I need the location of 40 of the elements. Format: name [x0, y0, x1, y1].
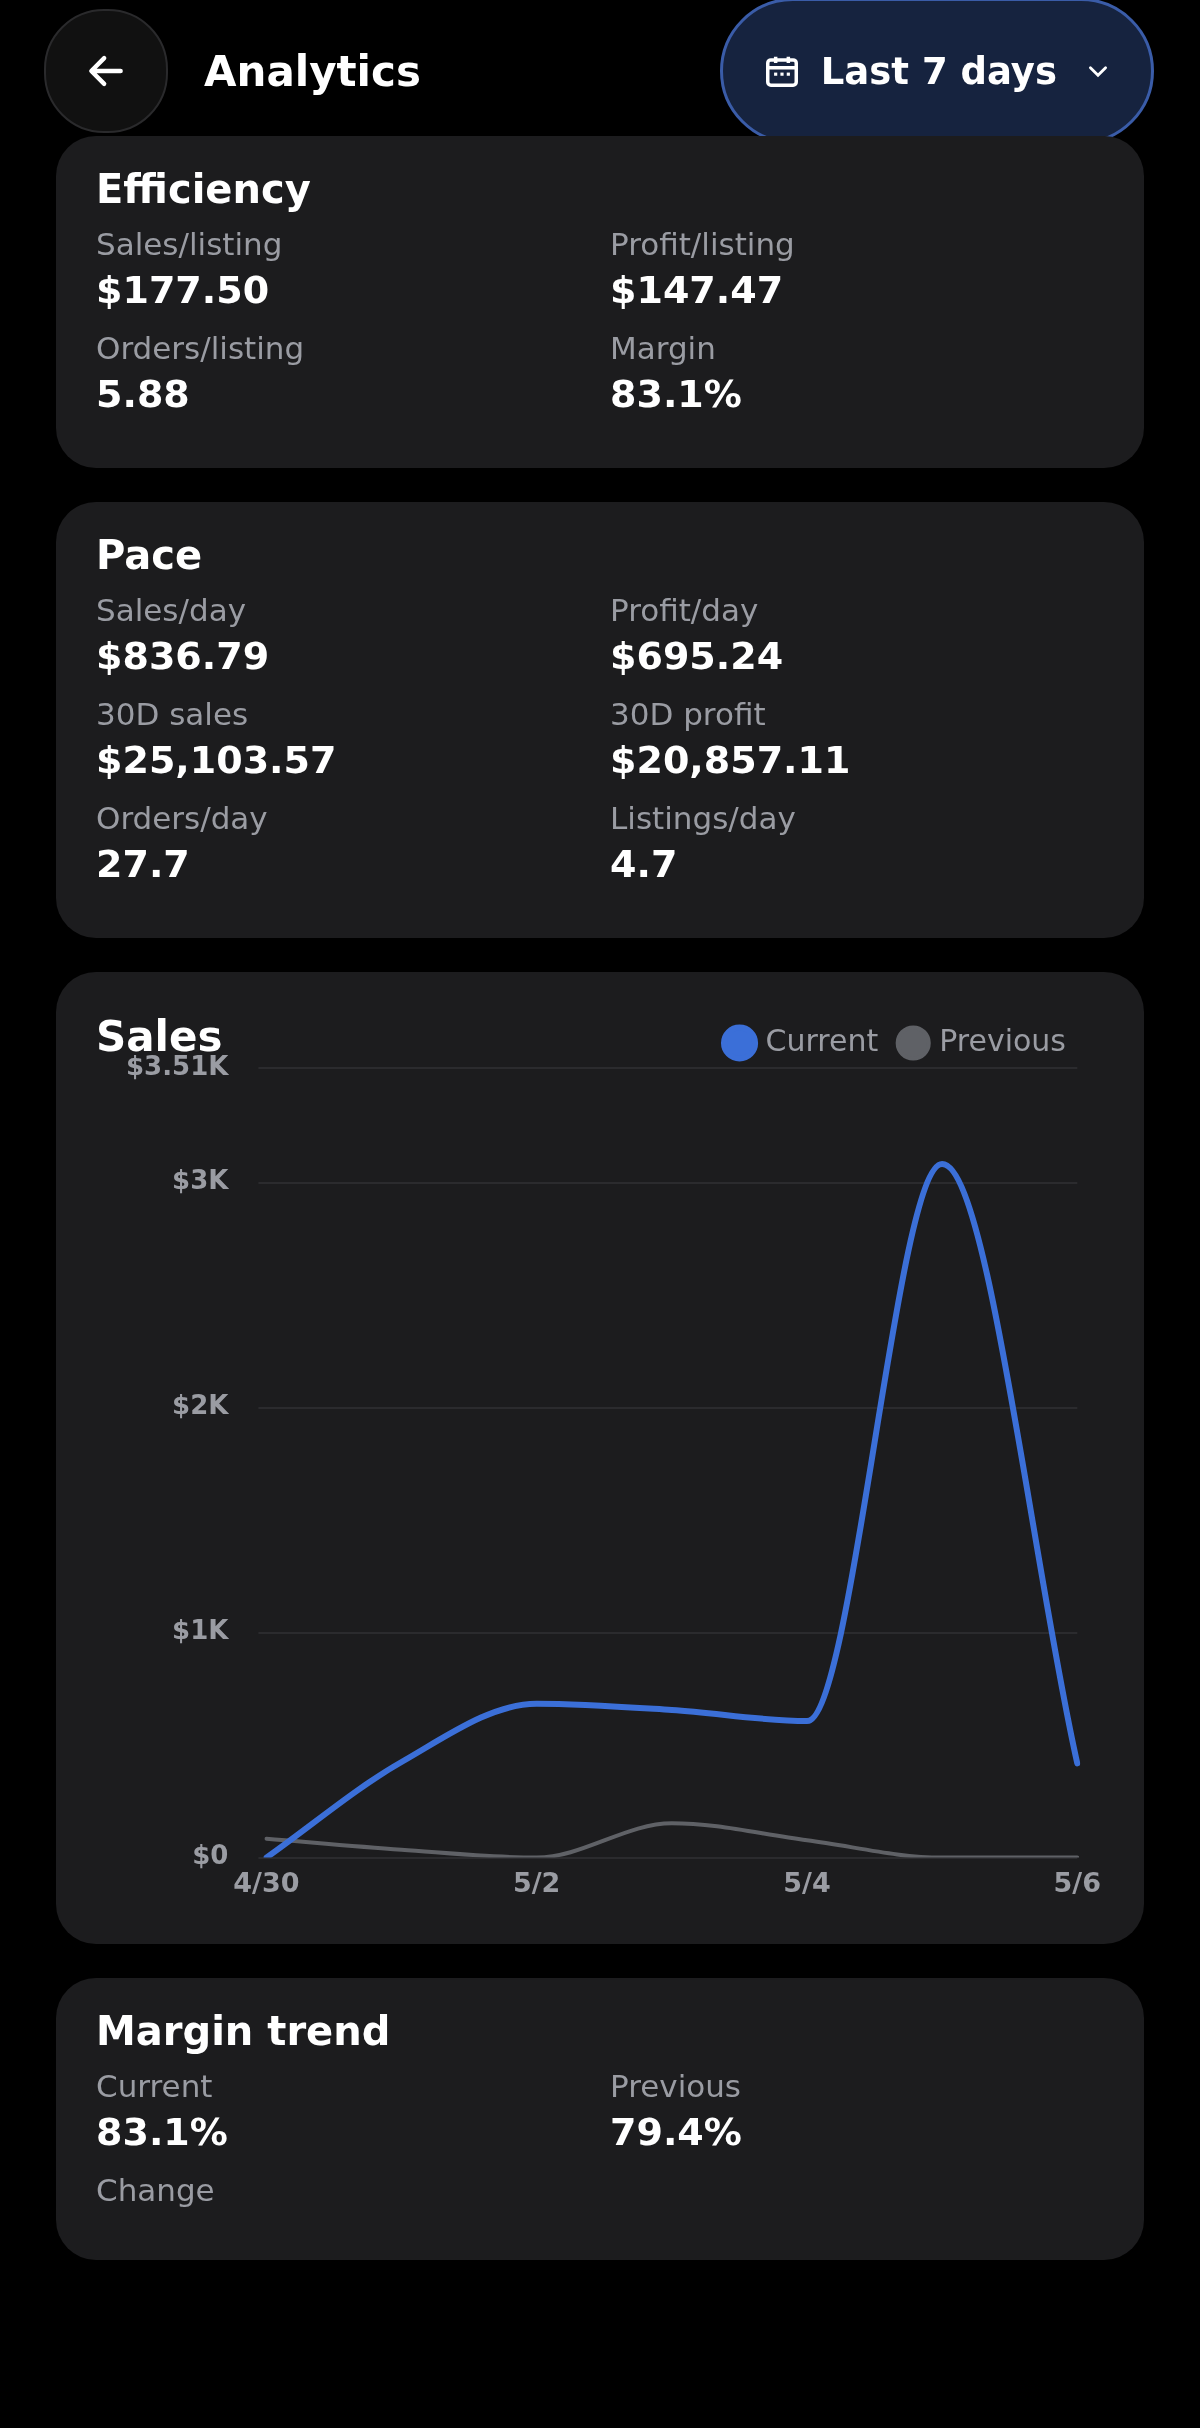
text: 27.7 — [96, 842, 191, 886]
text: Analytics — [204, 46, 421, 96]
y-tick-label: $0 — [192, 1840, 229, 1871]
text: Margin — [610, 330, 717, 366]
text: Orders/listing — [96, 330, 306, 366]
text: Pace — [96, 532, 204, 578]
text: Change — [96, 2172, 216, 2208]
text: 30D sales — [96, 696, 250, 732]
y-tick-label: $1K — [172, 1615, 230, 1646]
text: Margin trend — [96, 2008, 392, 2054]
y-tick-label: $2K — [172, 1390, 230, 1421]
text: $25,103.57 — [96, 738, 338, 782]
text: 4.7 — [610, 842, 679, 886]
text: Profit/listing — [610, 226, 796, 262]
text: Orders/day — [96, 800, 269, 836]
text: 30D profit — [610, 696, 767, 732]
text: Profit/day — [610, 592, 760, 628]
text: 83.1% — [96, 2110, 229, 2154]
text: Current — [96, 2068, 214, 2104]
x-tick-label: 5/4 — [783, 1866, 831, 1898]
text: Efficiency — [96, 166, 312, 212]
text: 79.4% — [610, 2110, 743, 2154]
text: Sales/day — [96, 592, 247, 628]
text: Previous — [610, 2068, 742, 2104]
legend-label: Current — [765, 1022, 879, 1058]
text: $836.79 — [96, 634, 271, 678]
text: Sales/listing — [96, 226, 284, 262]
legend-label: Previous — [939, 1022, 1067, 1058]
text: $695.24 — [610, 634, 785, 678]
x-tick-label: 5/2 — [512, 1866, 561, 1898]
text: $147.47 — [610, 268, 785, 312]
text: 5.88 — [96, 372, 191, 416]
text: $20,857.11 — [610, 738, 852, 782]
text: Listings/day — [610, 800, 797, 836]
x-tick-label: 5/6 — [1053, 1866, 1101, 1898]
x-tick-label: 4/30 — [233, 1866, 300, 1898]
y-tick-label: $3K — [172, 1165, 230, 1196]
text: Last 7 days — [820, 49, 1057, 93]
text: 83.1% — [610, 372, 743, 416]
text: $177.50 — [96, 268, 271, 312]
